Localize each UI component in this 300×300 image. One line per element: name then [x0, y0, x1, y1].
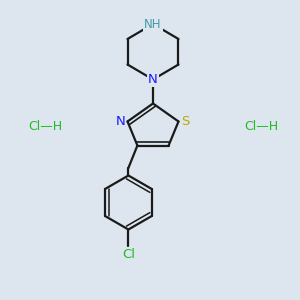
Text: S: S: [181, 115, 189, 128]
Text: Cl—H: Cl—H: [244, 119, 278, 133]
Text: Cl—H: Cl—H: [28, 119, 62, 133]
Text: N: N: [115, 115, 125, 128]
Text: Cl: Cl: [122, 248, 135, 261]
Text: N: N: [148, 73, 158, 86]
Text: NH: NH: [144, 17, 162, 31]
